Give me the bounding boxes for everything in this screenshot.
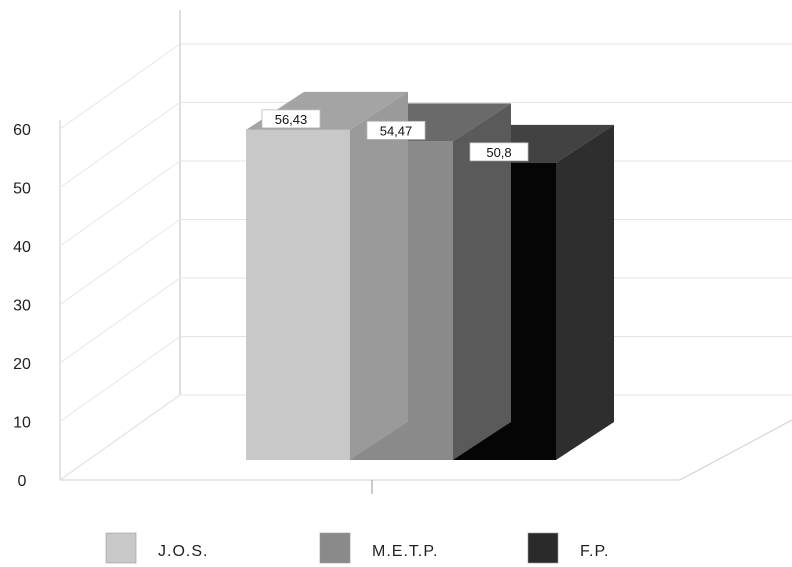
y-tick-label: 60 bbox=[13, 122, 31, 139]
y-tick-label: 10 bbox=[13, 415, 31, 432]
data-label: 54,47 bbox=[366, 120, 426, 140]
legend-label: F.P. bbox=[580, 543, 610, 560]
y-tick-label: 40 bbox=[13, 239, 31, 256]
data-label-text: 56,43 bbox=[275, 112, 308, 127]
data-label-box bbox=[469, 142, 529, 162]
data-label-text: 50,8 bbox=[486, 145, 511, 160]
y-tick-label: 50 bbox=[13, 181, 31, 198]
legend: J.O.S. M.E.T.P. F.P. bbox=[105, 532, 610, 564]
bar-side bbox=[556, 124, 614, 460]
data-label-text: 54,47 bbox=[380, 123, 413, 138]
bars bbox=[246, 91, 614, 461]
data-label-box bbox=[261, 109, 321, 129]
gridline-side bbox=[59, 336, 181, 422]
bar-jos bbox=[246, 91, 408, 461]
legend-item: M.E.T.P. bbox=[319, 532, 438, 564]
legend-item: F.P. bbox=[527, 532, 610, 564]
bar-side bbox=[453, 103, 511, 461]
y-tick-label: 30 bbox=[13, 298, 31, 315]
gridline-side bbox=[59, 277, 181, 364]
y-tick-label: 20 bbox=[13, 356, 31, 373]
gridline-side bbox=[59, 160, 181, 247]
gridline-side bbox=[59, 219, 181, 305]
data-labels: 56,43 54,47 50,8 bbox=[261, 109, 529, 162]
y-axis-ticks: 0 10 20 30 40 50 60 bbox=[13, 122, 31, 490]
bar-side bbox=[350, 91, 408, 461]
legend-label: J.O.S. bbox=[158, 543, 208, 560]
bar-front bbox=[246, 129, 350, 460]
legend-label: M.E.T.P. bbox=[372, 543, 438, 560]
gridline-side bbox=[59, 394, 181, 481]
legend-item: J.O.S. bbox=[105, 532, 208, 564]
data-label: 50,8 bbox=[469, 142, 529, 162]
data-label: 56,43 bbox=[261, 109, 321, 129]
y-tick-label: 0 bbox=[18, 473, 27, 490]
floor-right-edge bbox=[679, 419, 792, 481]
legend-swatch bbox=[527, 532, 559, 564]
legend-swatch bbox=[105, 532, 137, 564]
gridline-side bbox=[59, 102, 181, 188]
data-label-box bbox=[366, 120, 426, 140]
legend-swatch bbox=[319, 532, 351, 564]
gridline-side bbox=[59, 43, 181, 130]
